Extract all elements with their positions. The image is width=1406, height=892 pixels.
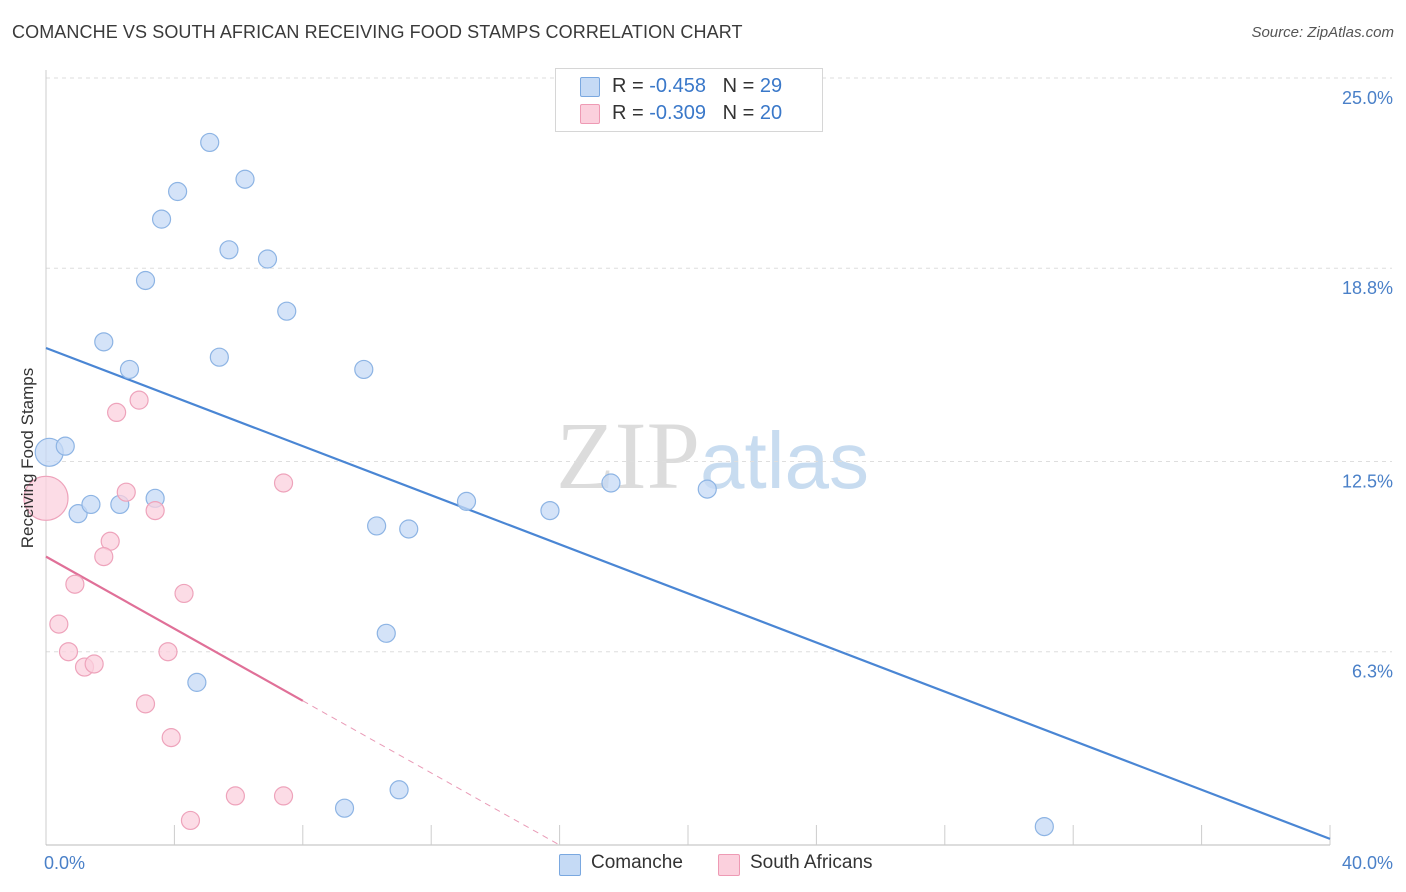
- point-comanche: [376, 623, 396, 643]
- point-comanche: [540, 500, 560, 521]
- point-south-africans: [180, 810, 201, 831]
- point-south-africans: [107, 402, 127, 423]
- trend-line-comanche: [45, 346, 1331, 840]
- point-comanche: [354, 359, 374, 380]
- watermark-atlas: atlas: [700, 416, 869, 505]
- y-tick-label: 12.5%: [1342, 472, 1393, 492]
- point-south-africans: [84, 654, 104, 674]
- point-south-africans: [49, 614, 69, 634]
- point-comanche: [209, 347, 229, 367]
- watermark: ZIPatlas: [556, 400, 869, 511]
- point-comanche: [257, 249, 278, 269]
- r-label: R =: [612, 75, 650, 97]
- data-points: [23, 132, 1054, 837]
- point-south-africans: [225, 786, 245, 806]
- point-comanche: [94, 332, 114, 352]
- point-south-africans: [158, 642, 178, 662]
- legend-swatch-south-africans: [718, 854, 740, 876]
- chart-title: COMANCHE VS SOUTH AFRICAN RECEIVING FOOD…: [12, 22, 743, 42]
- point-south-africans: [116, 482, 136, 502]
- legend-label-comanche: Comanche: [591, 852, 683, 873]
- watermark-zip: ZIP: [556, 402, 700, 509]
- n-label: N =: [722, 102, 760, 124]
- point-comanche: [456, 491, 477, 511]
- point-south-africans: [58, 642, 79, 662]
- point-comanche: [55, 436, 75, 456]
- r-label: R =: [612, 102, 650, 124]
- y-tick-label: 25.0%: [1342, 88, 1393, 108]
- stats-legend: R = -0.458 N = 29 R = -0.309 N = 20: [555, 68, 823, 132]
- point-comanche: [389, 780, 409, 800]
- point-comanche: [277, 301, 297, 321]
- point-comanche: [219, 240, 239, 260]
- point-comanche: [601, 473, 621, 493]
- point-comanche: [81, 494, 101, 515]
- point-south-africans: [23, 475, 69, 521]
- point-south-africans: [94, 547, 114, 567]
- point-south-africans: [273, 786, 294, 806]
- point-comanche: [135, 270, 156, 291]
- y-axis-label: Receiving Food Stamps: [18, 367, 37, 549]
- point-comanche: [235, 169, 255, 189]
- point-south-africans: [161, 728, 181, 748]
- legend-swatch-south-africans: [580, 104, 600, 124]
- point-comanche: [168, 181, 188, 202]
- tick-labels: 6.3% 12.5% 18.8% 25.0% 0.0% 40.0%: [44, 88, 1393, 873]
- point-south-africans: [145, 500, 165, 521]
- point-comanche: [200, 132, 220, 153]
- point-comanche: [399, 519, 419, 539]
- point-south-africans: [135, 694, 156, 714]
- trend-line-south-africans: [45, 555, 304, 702]
- legend-label-south-africans: South Africans: [750, 852, 873, 873]
- trend-lines: [45, 346, 1331, 846]
- n-label: N =: [722, 75, 760, 97]
- point-south-africans: [65, 574, 85, 594]
- n-value: 29: [759, 75, 783, 97]
- y-tick-label: 18.8%: [1342, 278, 1393, 298]
- point-south-africans: [273, 473, 294, 493]
- r-value: -0.309: [649, 102, 706, 124]
- source-label: Source: ZipAtlas.com: [1251, 24, 1394, 41]
- trend-line-south-africans-extension: [302, 700, 560, 846]
- x-tick-label: 40.0%: [1342, 853, 1393, 873]
- y-tick-label: 6.3%: [1352, 662, 1393, 682]
- grid-lines: [46, 77, 1392, 653]
- point-comanche: [367, 516, 387, 536]
- n-value: 20: [759, 102, 783, 124]
- point-comanche: [187, 672, 207, 692]
- point-comanche: [119, 359, 140, 380]
- point-comanche: [697, 479, 717, 499]
- point-comanche: [334, 798, 355, 818]
- point-comanche: [151, 209, 172, 229]
- x-tick-label: 0.0%: [44, 853, 85, 873]
- point-comanche: [1034, 816, 1054, 837]
- legend-swatch-comanche: [580, 77, 600, 97]
- point-south-africans: [174, 583, 194, 604]
- point-south-africans: [129, 390, 149, 410]
- legend-swatch-comanche: [559, 854, 581, 876]
- r-value: -0.458: [649, 75, 706, 97]
